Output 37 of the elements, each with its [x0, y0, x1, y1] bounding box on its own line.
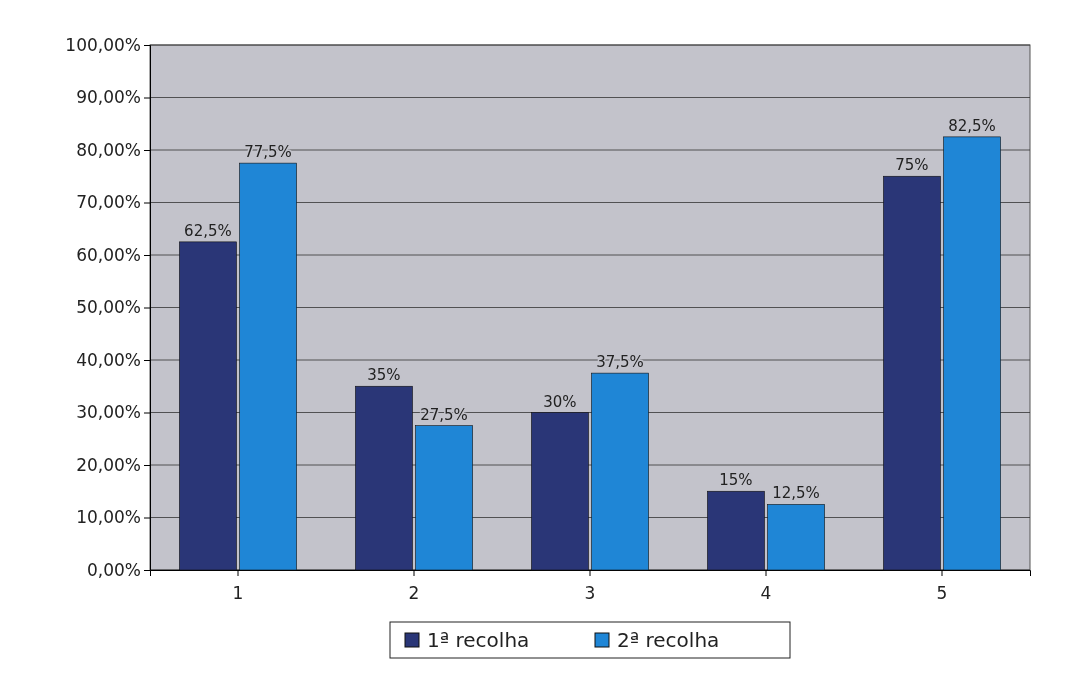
data-label: 75%	[895, 156, 929, 175]
y-tick-label: 10,00%	[76, 507, 141, 528]
y-tick-label: 40,00%	[76, 349, 141, 370]
y-tick-label: 100,00%	[65, 34, 141, 55]
legend-label: 1ª recolha	[427, 628, 530, 652]
y-tick-label: 50,00%	[76, 297, 141, 318]
legend-label: 2ª recolha	[617, 628, 720, 652]
bar	[767, 504, 825, 571]
data-label: 30%	[543, 392, 577, 411]
data-label: 37,5%	[596, 353, 644, 372]
x-tick-label: 5	[936, 583, 948, 604]
y-tick-label: 0,00%	[86, 559, 141, 580]
bar	[707, 490, 765, 571]
y-tick-label: 90,00%	[76, 87, 141, 108]
data-label: 82,5%	[948, 116, 996, 135]
data-label: 62,5%	[184, 221, 232, 240]
x-tick-label: 3	[584, 583, 596, 604]
data-label: 35%	[367, 366, 401, 385]
x-tick-label: 2	[408, 583, 420, 604]
bar	[179, 241, 237, 571]
data-label: 12,5%	[772, 484, 820, 503]
y-tick-label: 20,00%	[76, 454, 141, 475]
bar	[591, 372, 649, 571]
data-label: 15%	[719, 471, 753, 490]
y-tick-label: 80,00%	[76, 139, 141, 160]
data-label: 77,5%	[244, 143, 292, 162]
y-tick-label: 30,00%	[76, 402, 141, 423]
bar	[415, 425, 473, 571]
bar	[531, 412, 589, 571]
x-tick-label: 4	[760, 583, 772, 604]
x-tick-label: 1	[232, 583, 244, 604]
y-tick-label: 60,00%	[76, 244, 141, 265]
bar	[355, 385, 413, 571]
bar	[239, 162, 297, 571]
y-tick-label: 70,00%	[76, 192, 141, 213]
bar	[943, 136, 1001, 571]
bar	[883, 175, 941, 571]
